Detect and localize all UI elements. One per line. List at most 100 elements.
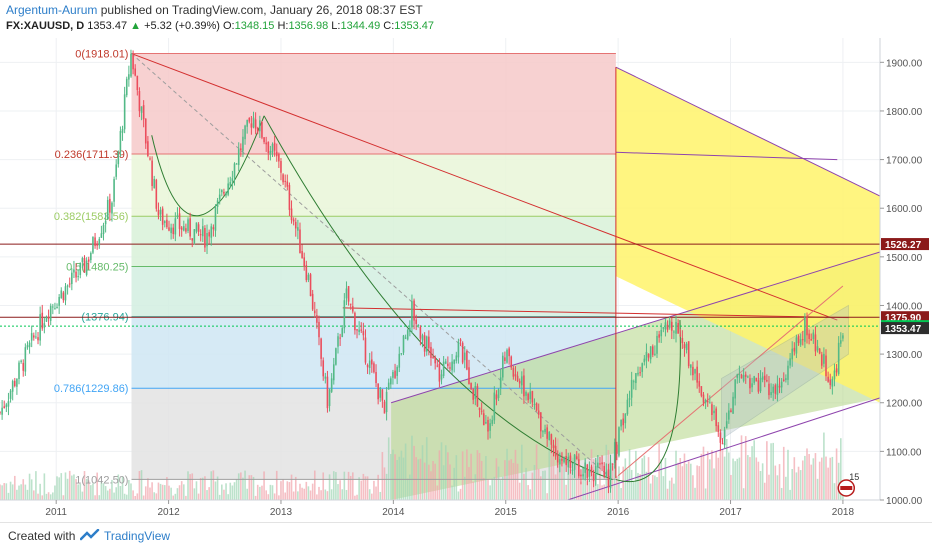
candle-body	[394, 370, 396, 378]
candle-body	[286, 181, 289, 187]
candle-body	[214, 207, 217, 231]
volume-bar	[523, 473, 525, 500]
author-link[interactable]: Argentum-Aurum	[6, 3, 98, 17]
volume-bar	[658, 443, 660, 500]
candle-body	[702, 394, 705, 403]
candle-body	[738, 374, 741, 376]
volume-bar	[3, 483, 6, 500]
volume-bar	[191, 473, 194, 500]
candle-body	[548, 431, 551, 440]
volume-bar	[313, 470, 316, 500]
candle-body	[235, 163, 238, 165]
volume-bar	[485, 456, 487, 500]
volume-bar	[761, 463, 764, 500]
y-tick-label: 1800.00	[886, 107, 923, 118]
y-tick-label: 1600.00	[886, 204, 923, 215]
candle-body	[495, 394, 498, 400]
candle-body	[313, 310, 316, 314]
volume-bar	[225, 483, 227, 500]
events-badge[interactable]: 15	[837, 472, 859, 497]
volume-bar	[660, 459, 663, 500]
candle-body	[799, 339, 802, 345]
volume-bar	[130, 483, 132, 500]
candle-body	[301, 251, 303, 258]
volume-bar	[778, 464, 781, 500]
candle-body	[244, 125, 246, 140]
x-tick-label: 2013	[270, 507, 293, 518]
volume-bar	[535, 444, 538, 500]
volume-bar	[527, 485, 529, 500]
y-tick-label: 1500.00	[886, 253, 923, 264]
candle-body	[174, 218, 177, 235]
candle-body	[337, 336, 339, 347]
volume-bar	[440, 442, 443, 500]
candle-body	[227, 183, 229, 195]
x-tick-label: 2015	[495, 507, 518, 518]
candle-body	[827, 376, 829, 382]
candle-body	[242, 136, 244, 151]
arc-curve	[151, 115, 265, 217]
volume-bar	[827, 467, 829, 500]
volume-bar	[404, 443, 407, 500]
candle-body	[218, 194, 221, 200]
candle-body	[191, 238, 194, 241]
volume-bar	[436, 485, 439, 500]
x-tick-label: 2016	[607, 507, 630, 518]
volume-bar	[79, 483, 82, 500]
candle-body	[837, 342, 840, 375]
fib-band	[131, 266, 616, 317]
candle-body	[736, 374, 739, 378]
volume-bar	[468, 467, 470, 500]
candle-body	[250, 123, 253, 128]
candle-body	[597, 462, 599, 468]
candle-body	[512, 368, 515, 377]
candle-body	[749, 378, 751, 389]
candle-body	[531, 391, 534, 403]
volume-bar	[696, 465, 698, 500]
volume-bar	[242, 477, 244, 500]
tradingview-brand[interactable]: TradingView	[104, 529, 171, 543]
candle-body	[322, 360, 325, 377]
volume-bar	[537, 468, 540, 500]
candle-body	[292, 219, 295, 222]
volume-bar	[635, 450, 637, 500]
volume-bar	[692, 475, 694, 500]
candle-body	[717, 425, 720, 432]
volume-bar	[297, 491, 299, 500]
volume-bar	[493, 476, 496, 500]
candle-body	[740, 374, 743, 379]
volume-bar	[149, 487, 151, 500]
arc-curve	[615, 320, 681, 483]
volume-bar	[180, 481, 183, 500]
candle-body	[649, 346, 652, 360]
volume-bar	[789, 489, 791, 500]
volume-bar	[531, 472, 534, 500]
candle-body	[115, 164, 117, 177]
candle-body	[569, 455, 572, 469]
candle-body	[670, 321, 673, 331]
candle-body	[683, 344, 686, 349]
volume-bar	[337, 484, 339, 500]
candle-body	[679, 335, 682, 337]
candle-body	[83, 257, 86, 273]
candle-body	[398, 353, 401, 368]
volume-bar	[411, 435, 413, 500]
candle-body	[782, 379, 785, 382]
fib-label: 0.236(1711.39)	[55, 149, 129, 161]
volume-bar	[210, 471, 213, 500]
candle-body	[341, 328, 344, 338]
volume-bar	[373, 480, 375, 500]
volume-bar	[24, 484, 27, 500]
volume-bar	[573, 462, 576, 500]
candle-body	[751, 383, 753, 388]
candle-body	[425, 336, 428, 352]
volume-bar	[816, 478, 819, 500]
volume-bar	[451, 485, 453, 500]
x-tick-label: 2017	[719, 507, 742, 518]
candle-body	[823, 353, 825, 364]
candle-body	[559, 459, 561, 465]
candle-body	[478, 407, 481, 411]
volume-bar	[81, 491, 84, 500]
volume-bar	[394, 454, 396, 500]
price-chart[interactable]: 0(1918.01) 0.236(1711.39) 0.382(1583.56) 0.…	[0, 38, 932, 522]
